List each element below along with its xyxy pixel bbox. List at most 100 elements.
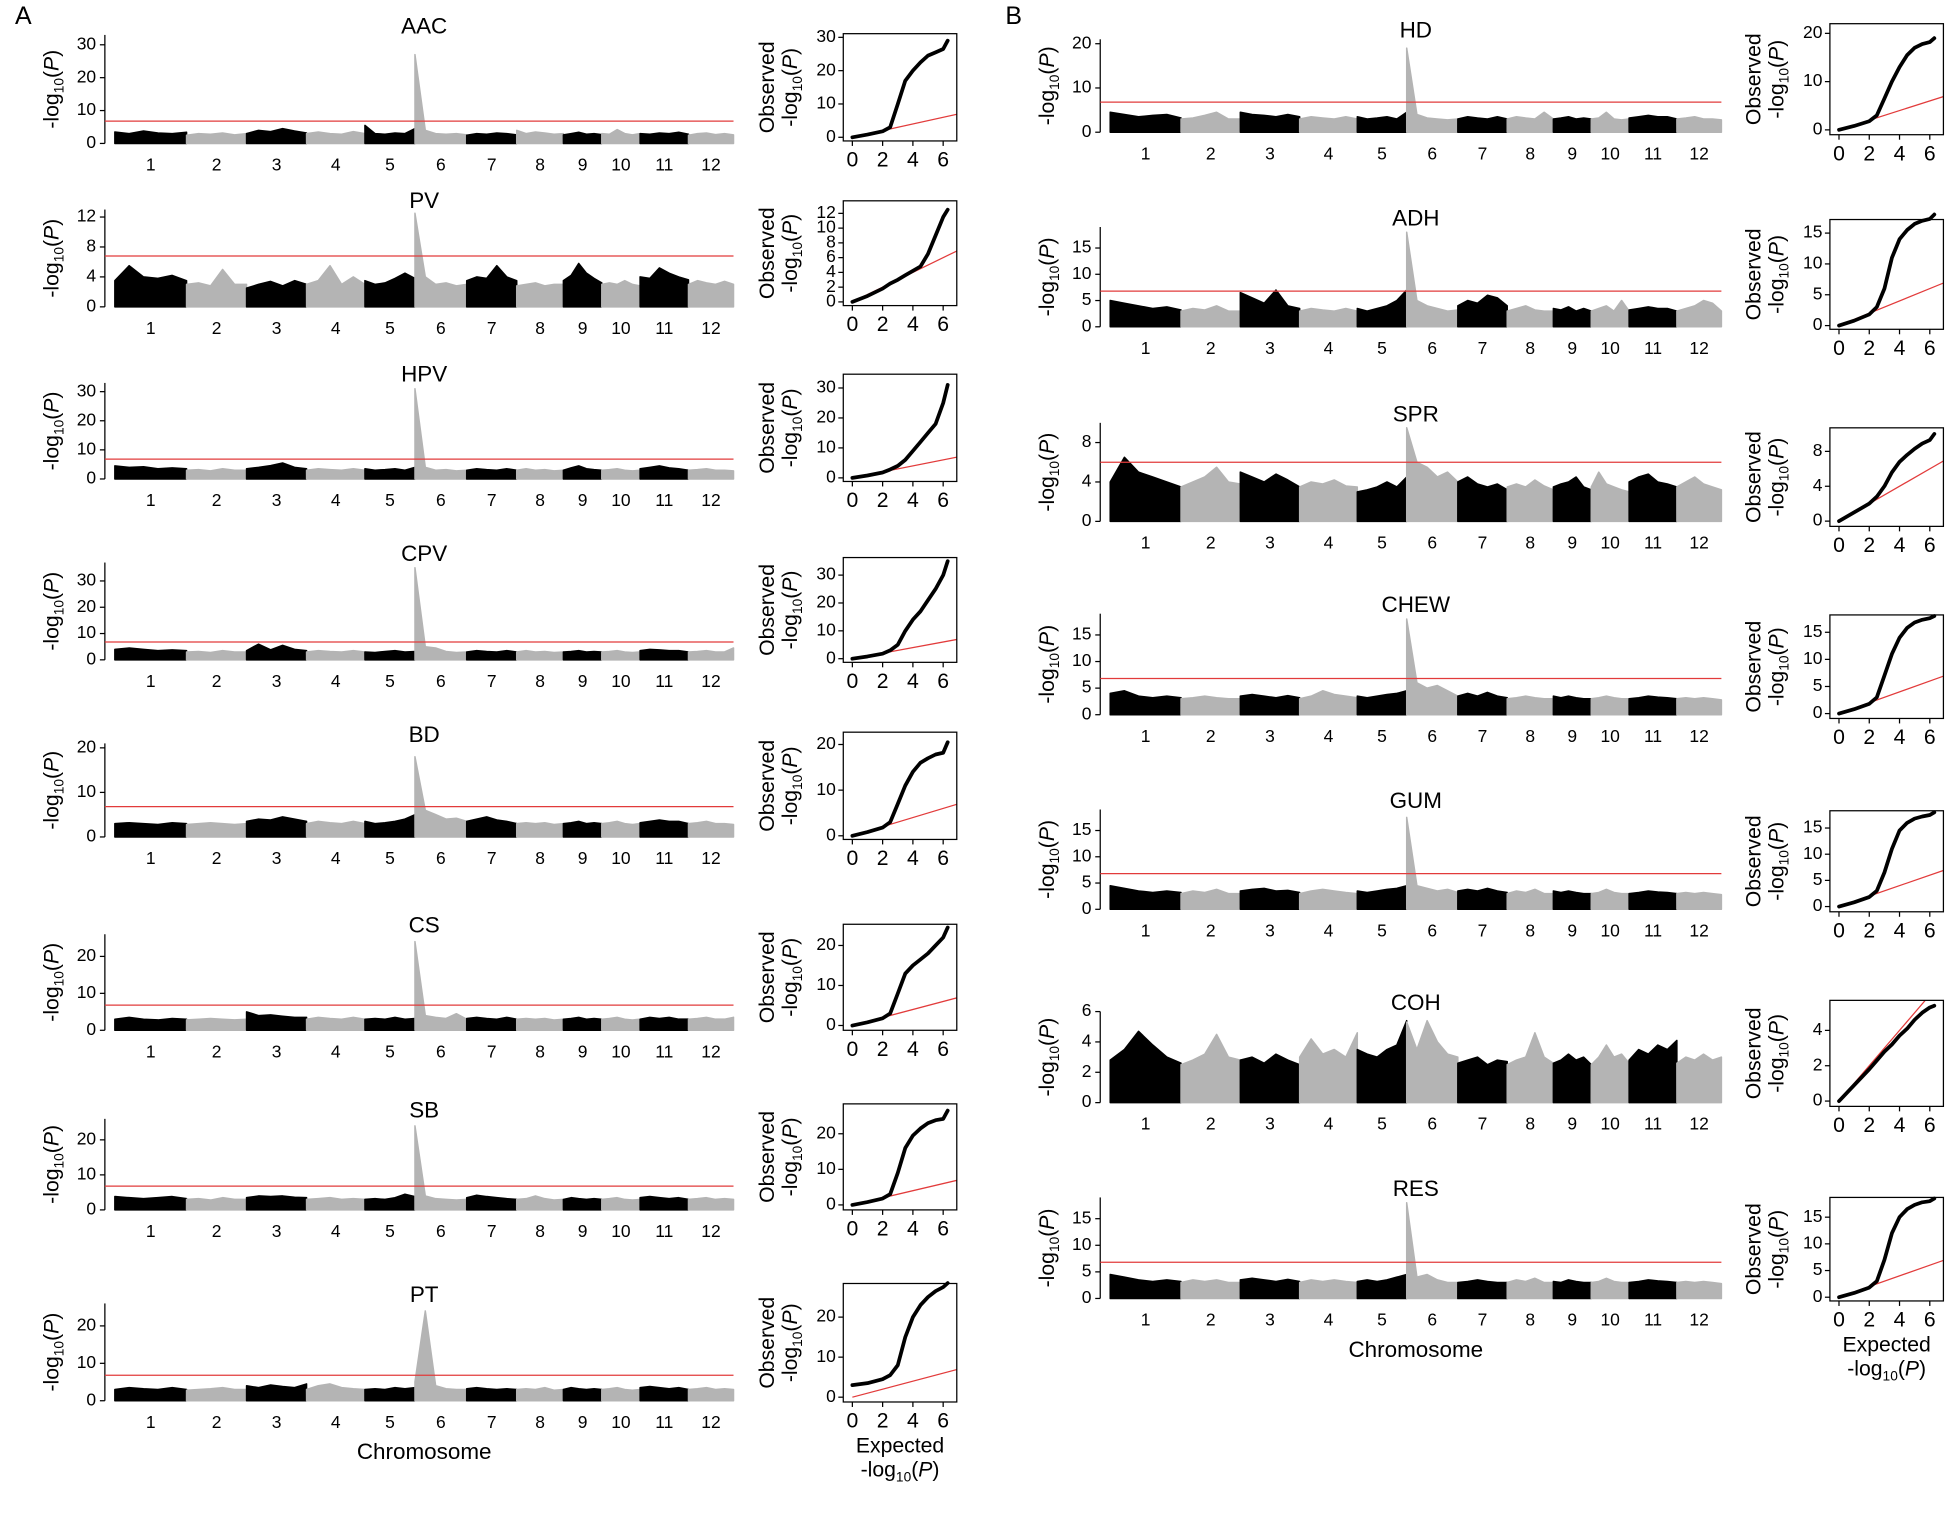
x-tick-label: 0 [1833, 919, 1845, 942]
x-tick-label: 1 [146, 1041, 156, 1061]
x-tick-label: 4 [331, 1412, 341, 1432]
chromosome-band [1628, 695, 1678, 716]
x-tick-label: 8 [535, 490, 545, 510]
label-part: ) [778, 1117, 801, 1124]
x-tick-label: 11 [655, 671, 673, 691]
label-part: P [1765, 829, 1788, 843]
x-tick-label: 6 [436, 848, 446, 868]
label-part: ( [1765, 256, 1788, 263]
x-tick-label: 4 [1324, 1310, 1334, 1330]
chromosome-band [687, 1016, 735, 1032]
reference-line [1838, 675, 1944, 715]
plot-frame [1829, 1196, 1945, 1302]
label-part: P [40, 1320, 63, 1334]
chromosome-band [1405, 816, 1459, 911]
y-tick-label: 10 [1803, 648, 1823, 668]
y-axis-label: -log10(P) [778, 214, 805, 293]
chromosome-band [245, 127, 308, 145]
chromosome-band [305, 1196, 366, 1211]
x-tick-label: 7 [1478, 1114, 1488, 1134]
chromosome-band [114, 465, 188, 480]
reference-line [852, 456, 957, 479]
x-tick-label: 4 [1894, 142, 1906, 165]
plot-frame [1829, 23, 1945, 136]
y-axis-label: -log10(P) [1035, 46, 1062, 125]
x-tick-label: 9 [578, 671, 588, 691]
label-part: ( [40, 964, 63, 971]
x-tick-label: 0 [846, 1217, 858, 1240]
label-part: ) [1765, 1014, 1788, 1021]
chromosome-band [1590, 888, 1630, 911]
chromosome-band [305, 649, 366, 661]
x-tick-label: 0 [846, 148, 858, 171]
y-axis-label: Observed [1743, 431, 1766, 523]
chromosome-band [1298, 116, 1359, 133]
label-part: P [1765, 445, 1788, 459]
x-tick-label: 2 [212, 318, 222, 338]
y-tick-label: 0 [826, 647, 836, 667]
chromosome-band [1506, 888, 1555, 911]
chromosome-band [1180, 466, 1242, 523]
label-part: -log [861, 1458, 896, 1481]
label-part: P [1765, 242, 1788, 256]
y-tick-label: 0 [1813, 1090, 1823, 1110]
label-part: P [40, 579, 63, 593]
x-tick-label: 12 [1689, 920, 1708, 940]
chromosome-band [465, 264, 518, 308]
x-tick-label: 8 [1525, 338, 1535, 358]
x-tick-label: 4 [1894, 534, 1906, 557]
label-part: -log [40, 794, 63, 829]
label-part: 10 [1047, 1236, 1062, 1252]
y-axis-label: Observed [756, 1111, 779, 1203]
label-part: P [778, 578, 801, 592]
x-tick-label: 10 [1600, 726, 1620, 746]
chromosome-band [1552, 695, 1593, 716]
label-part: ( [911, 1458, 918, 1481]
y-axis-label: -log10(P) [1765, 438, 1792, 517]
x-tick-label: 3 [272, 1221, 282, 1241]
y-tick-label: 15 [1803, 817, 1822, 837]
chromosome-band [515, 1386, 565, 1402]
x-tick-label: 6 [937, 489, 949, 512]
label-part: ) [40, 1125, 63, 1132]
x-tick-label: 11 [655, 1221, 673, 1241]
label-part: 10 [1777, 466, 1792, 482]
x-tick-label: 0 [846, 1038, 858, 1061]
x-tick-label: 10 [1600, 920, 1620, 940]
y-tick-label: 10 [77, 622, 97, 642]
x-tick-label: 7 [1478, 726, 1488, 746]
chromosome-band [364, 466, 416, 480]
chromosome-band [687, 647, 735, 661]
y-tick-label: 10 [1072, 77, 1092, 97]
chromosome-band [1590, 695, 1630, 716]
x-tick-label: 9 [1567, 726, 1577, 746]
x-tick-label: 6 [436, 1412, 446, 1432]
chromosome-band [1356, 476, 1408, 523]
label-part: -log [1765, 1057, 1788, 1092]
label-part: ( [1035, 841, 1058, 848]
x-tick-label: 6 [937, 313, 949, 336]
x-tick-label: 10 [611, 1412, 631, 1432]
x-tick-label: 4 [907, 670, 919, 693]
chromosome-band [687, 1386, 735, 1402]
y-axis-label: -log10(P) [40, 1125, 67, 1204]
chromosome-band [1109, 1030, 1182, 1104]
plot-frame [1829, 218, 1945, 330]
chromosome-band [1628, 114, 1678, 133]
chromosome-band [1405, 426, 1459, 523]
chromosome-band [185, 821, 248, 838]
x-tick-label: 4 [331, 318, 341, 338]
x-tick-label: 2 [1863, 1114, 1875, 1137]
y-axis-label: Observed [1743, 33, 1766, 125]
label-part: 10 [1777, 655, 1792, 671]
chromosome-band [639, 1016, 690, 1032]
label-part: ) [778, 571, 801, 578]
x-tick-label: 6 [1427, 1310, 1437, 1330]
label-part: P [40, 57, 63, 71]
x-tick-label: 9 [578, 490, 588, 510]
y-tick-label: 0 [1082, 510, 1092, 530]
x-axis-label: Expected [1842, 1333, 1930, 1356]
x-tick-label: 2 [212, 671, 222, 691]
x-tick-label: 2 [1863, 534, 1875, 557]
